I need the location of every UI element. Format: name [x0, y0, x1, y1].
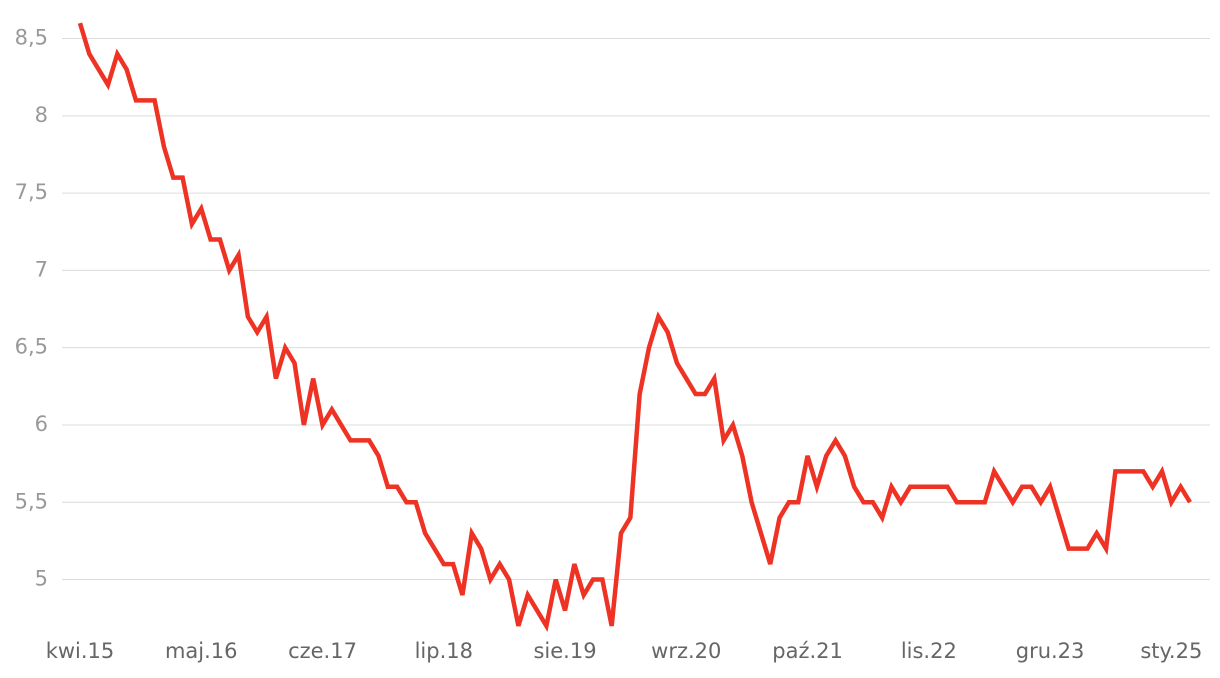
y-tick-label: 8,5 [15, 26, 48, 50]
x-tick-label: cze.17 [288, 639, 357, 663]
y-tick-label: 6 [35, 412, 48, 436]
y-tick-label: 6,5 [15, 335, 48, 359]
y-tick-label: 5 [35, 567, 48, 591]
y-tick-label: 7 [35, 257, 48, 281]
x-tick-label: sie.19 [533, 639, 596, 663]
x-tick-label: kwi.15 [46, 639, 115, 663]
x-tick-label: lip.18 [415, 639, 473, 663]
x-tick-label: gru.23 [1016, 639, 1085, 663]
x-tick-label: sty.25 [1140, 639, 1202, 663]
y-tick-label: 8 [35, 103, 48, 127]
x-tick-label: lis.22 [901, 639, 957, 663]
x-tick-label: paź.21 [772, 639, 843, 663]
y-tick-label: 7,5 [15, 180, 48, 204]
x-tick-label: wrz.20 [651, 639, 721, 663]
y-tick-label: 5,5 [15, 489, 48, 513]
data-line [77, 22, 1192, 633]
x-tick-label: maj.16 [165, 639, 238, 663]
